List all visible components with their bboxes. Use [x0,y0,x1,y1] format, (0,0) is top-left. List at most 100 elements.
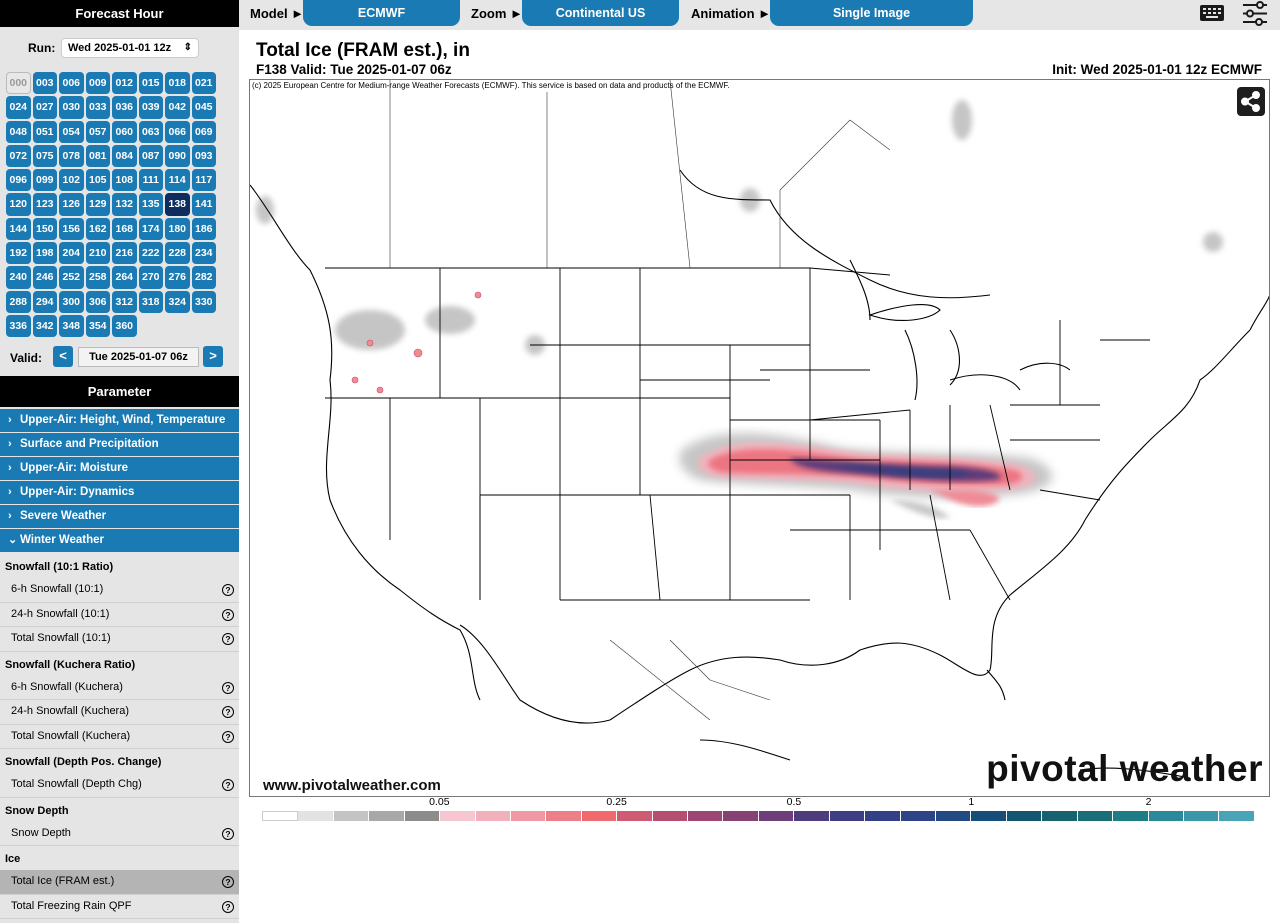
help-icon[interactable]: ? [222,706,234,718]
forecast-hour-312[interactable]: 312 [112,290,137,313]
forecast-hour-282[interactable]: 282 [191,266,216,289]
help-icon[interactable]: ? [222,681,234,694]
forecast-hour-234[interactable]: 234 [191,242,216,265]
forecast-hour-000[interactable]: 000 [6,72,31,95]
parameter-item[interactable]: 6-h Snowfall (Kuchera)? [0,676,239,700]
forecast-hour-258[interactable]: 258 [85,266,110,289]
forecast-hour-027[interactable]: 027 [32,96,57,119]
forecast-hour-117[interactable]: 117 [191,169,216,192]
forecast-hour-102[interactable]: 102 [59,169,84,192]
parameter-category-2[interactable]: › Upper-Air: Moisture [0,457,239,480]
forecast-hour-084[interactable]: 084 [112,144,137,168]
forecast-hour-354[interactable]: 354 [85,314,110,338]
forecast-hour-123[interactable]: 123 [32,193,57,216]
forecast-hour-078[interactable]: 078 [59,144,84,168]
forecast-hour-015[interactable]: 015 [138,72,163,95]
forecast-hour-294[interactable]: 294 [32,290,57,313]
parameter-item[interactable]: 6-h Snowfall (10:1)? [0,578,239,603]
forecast-hour-066[interactable]: 066 [165,120,190,143]
forecast-hour-108[interactable]: 108 [112,169,137,192]
forecast-hour-180[interactable]: 180 [165,217,190,241]
forecast-hour-252[interactable]: 252 [59,266,84,289]
forecast-hour-087[interactable]: 087 [138,144,163,168]
parameter-item[interactable]: 24-h Snowfall (Kuchera)? [0,700,239,725]
animation-button[interactable]: Single Image [770,0,973,26]
forecast-hour-039[interactable]: 039 [138,96,163,119]
forecast-hour-114[interactable]: 114 [165,169,190,192]
help-icon[interactable]: ? [222,827,234,840]
forecast-hour-138[interactable]: 138 [165,193,190,216]
forecast-hour-012[interactable]: 012 [112,72,137,95]
parameter-item[interactable]: Total Freezing Rain QPF? [0,895,239,919]
keyboard-icon[interactable] [1200,5,1224,21]
forecast-hour-126[interactable]: 126 [59,193,84,216]
next-hour-button[interactable]: > [203,346,223,367]
forecast-hour-120[interactable]: 120 [6,193,31,216]
help-icon[interactable]: ? [222,876,234,888]
forecast-hour-330[interactable]: 330 [191,290,216,313]
forecast-hour-075[interactable]: 075 [32,144,57,168]
forecast-hour-270[interactable]: 270 [138,266,163,289]
forecast-hour-168[interactable]: 168 [112,217,137,241]
forecast-hour-018[interactable]: 018 [165,72,190,95]
forecast-hour-090[interactable]: 090 [165,144,190,168]
forecast-hour-006[interactable]: 006 [59,72,84,95]
parameter-item[interactable]: Total Snowfall (10:1)? [0,627,239,652]
forecast-hour-210[interactable]: 210 [85,242,110,265]
previous-hour-button[interactable]: < [53,346,73,367]
forecast-hour-162[interactable]: 162 [85,217,110,241]
forecast-hour-150[interactable]: 150 [32,217,57,241]
forecast-hour-246[interactable]: 246 [32,266,57,289]
forecast-hour-216[interactable]: 216 [112,242,137,265]
help-icon[interactable]: ? [222,633,234,645]
forecast-hour-222[interactable]: 222 [138,242,163,265]
parameter-category-3[interactable]: › Upper-Air: Dynamics [0,481,239,504]
forecast-hour-132[interactable]: 132 [112,193,137,216]
forecast-hour-240[interactable]: 240 [6,266,31,289]
forecast-hour-300[interactable]: 300 [59,290,84,313]
forecast-hour-042[interactable]: 042 [165,96,190,119]
forecast-hour-204[interactable]: 204 [59,242,84,265]
forecast-hour-186[interactable]: 186 [191,217,216,241]
forecast-hour-198[interactable]: 198 [32,242,57,265]
forecast-hour-105[interactable]: 105 [85,169,110,192]
help-icon[interactable]: ? [222,779,234,791]
zoom-button[interactable]: Continental US [522,0,679,26]
model-button[interactable]: ECMWF [303,0,460,26]
forecast-map[interactable]: (c) 2025 European Centre for Medium-rang… [249,79,1270,797]
forecast-hour-048[interactable]: 048 [6,120,31,143]
forecast-hour-306[interactable]: 306 [85,290,110,313]
forecast-hour-192[interactable]: 192 [6,242,31,265]
forecast-hour-111[interactable]: 111 [138,169,163,192]
forecast-hour-045[interactable]: 045 [191,96,216,119]
forecast-hour-093[interactable]: 093 [191,144,216,168]
forecast-hour-174[interactable]: 174 [138,217,163,241]
forecast-hour-336[interactable]: 336 [6,314,31,338]
forecast-hour-024[interactable]: 024 [6,96,31,119]
forecast-hour-156[interactable]: 156 [59,217,84,241]
forecast-hour-054[interactable]: 054 [59,120,84,143]
forecast-hour-063[interactable]: 063 [138,120,163,143]
forecast-hour-060[interactable]: 060 [112,120,137,143]
run-select[interactable]: Wed 2025-01-01 12z ⇕ [61,38,199,58]
forecast-hour-228[interactable]: 228 [165,242,190,265]
help-icon[interactable]: ? [222,584,234,596]
forecast-hour-021[interactable]: 021 [191,72,216,95]
forecast-hour-318[interactable]: 318 [138,290,163,313]
forecast-hour-348[interactable]: 348 [59,314,84,338]
forecast-hour-141[interactable]: 141 [191,193,216,216]
forecast-hour-030[interactable]: 030 [59,96,84,119]
share-icon[interactable] [1237,87,1265,116]
forecast-hour-069[interactable]: 069 [191,120,216,143]
parameter-category-4[interactable]: › Severe Weather [0,505,239,528]
forecast-hour-144[interactable]: 144 [6,217,31,241]
parameter-item[interactable]: Total Snowfall (Depth Chg)? [0,773,239,798]
forecast-hour-081[interactable]: 081 [85,144,110,168]
forecast-hour-003[interactable]: 003 [32,72,57,95]
help-icon[interactable]: ? [222,730,234,743]
forecast-hour-135[interactable]: 135 [138,193,163,216]
help-icon[interactable]: ? [222,900,234,913]
forecast-hour-009[interactable]: 009 [85,72,110,95]
parameter-item[interactable]: Snow Depth? [0,822,239,846]
forecast-hour-057[interactable]: 057 [85,120,110,143]
